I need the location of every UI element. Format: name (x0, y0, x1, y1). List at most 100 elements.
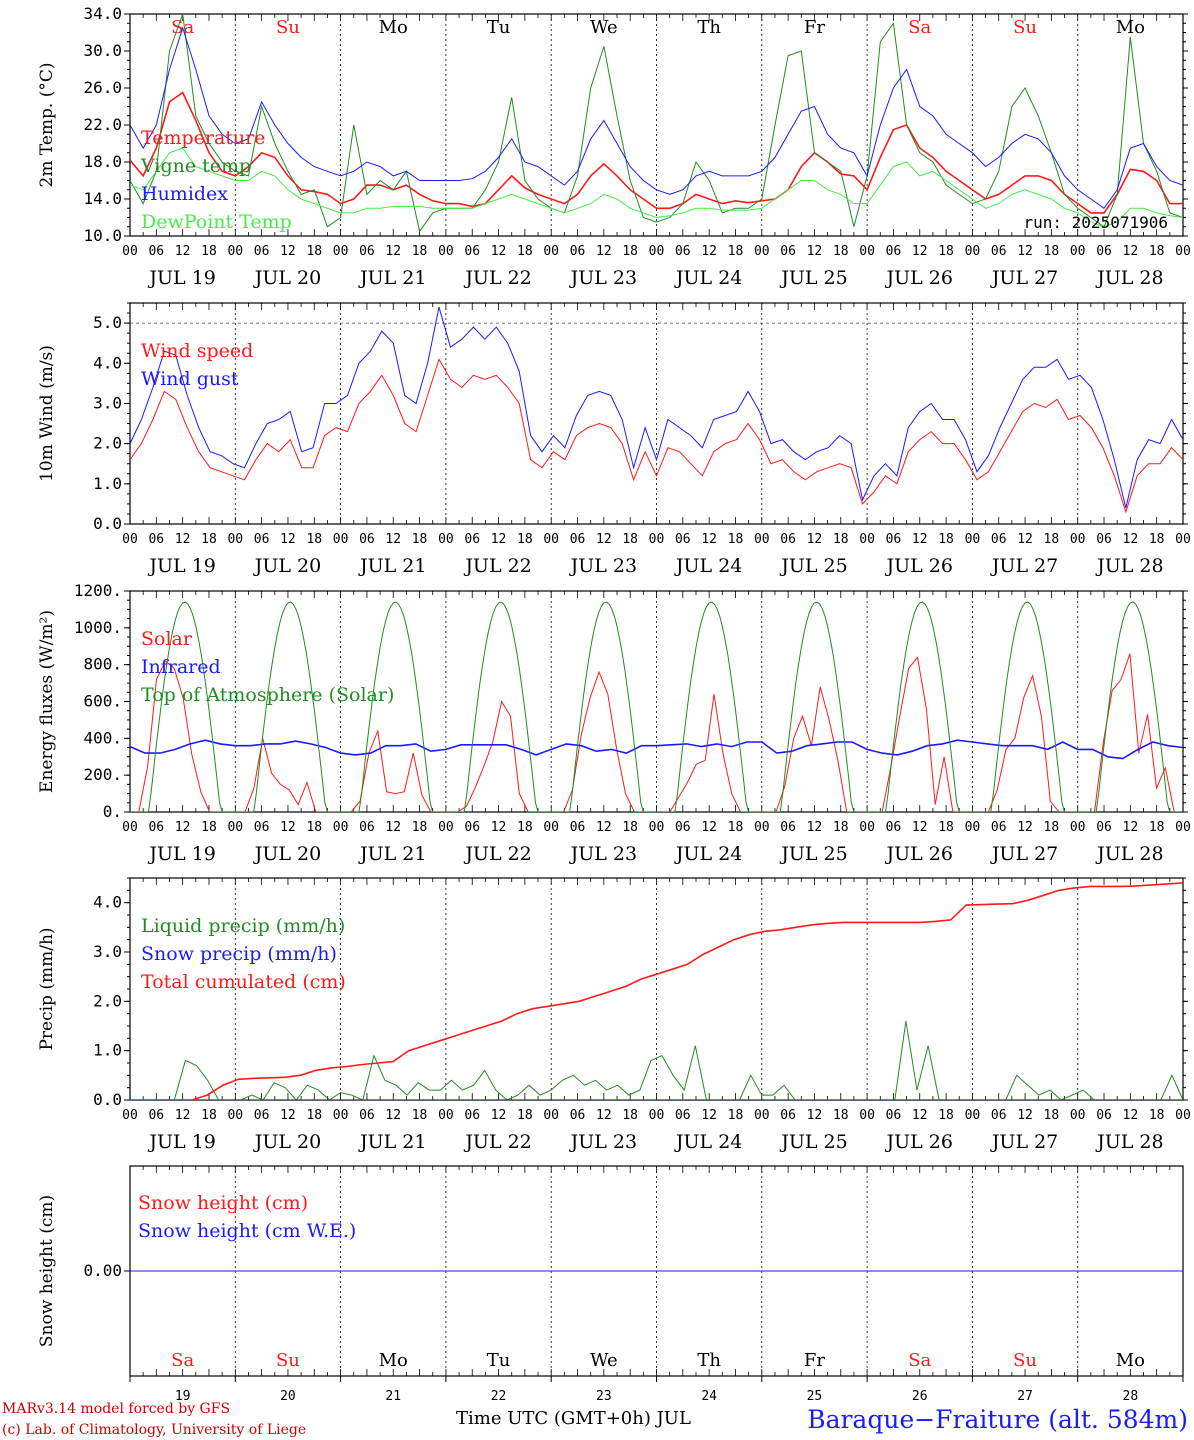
hour-tick-label: 18 (201, 532, 217, 547)
hour-tick-label: 12 (491, 532, 507, 547)
weekday-label: Tu (487, 17, 511, 38)
hour-tick-label: 18 (622, 244, 638, 259)
hour-tick-label: 00 (1175, 1108, 1191, 1123)
series-group (130, 882, 1183, 1100)
hour-tick-label: 00 (965, 1108, 981, 1123)
weekday-label: Mo (379, 1350, 408, 1371)
hour-tick-label: 12 (807, 244, 823, 259)
series-line-0 (130, 1021, 1183, 1100)
hour-tick-label: 12 (701, 1108, 717, 1123)
hour-tick-label: 12 (701, 532, 717, 547)
panel-5: 0.00 Snow height (cm) Sa Su Mo Tu We Th Fr Sa Su Mo… (37, 1165, 1184, 1404)
series-line-0 (130, 358, 1183, 514)
hour-tick-label: 00 (754, 820, 770, 835)
date-label: JUL 22 (463, 555, 531, 577)
panel-4: 4.0 3.0 2.0 1.0 0.0 Precip (mm/h) 00 06 12 18 JUL … (37, 877, 1191, 1153)
date-label: JUL 19 (147, 267, 215, 289)
hour-tick-label: 18 (412, 1108, 428, 1123)
day-number-label: 25 (807, 1389, 823, 1404)
weekday-label: Th (697, 1350, 721, 1371)
weekday-label: Sa (171, 1350, 194, 1371)
credit-line-2: (c) Lab. of Climatology, University of L… (2, 1422, 306, 1438)
hour-tick-label: 00 (1070, 820, 1086, 835)
hour-tick-label: 06 (464, 244, 480, 259)
hour-tick-label: 00 (227, 532, 243, 547)
hour-tick-label: 18 (728, 820, 744, 835)
hour-tick-label: 06 (359, 1108, 375, 1123)
hour-tick-label: 18 (306, 820, 322, 835)
y-tick-label: 0. (103, 802, 122, 821)
y-tick-label: 1000. (74, 618, 122, 637)
date-label: JUL 21 (358, 267, 426, 289)
legend-item: Solar (141, 628, 193, 650)
date-label: JUL 28 (1095, 267, 1163, 289)
hour-tick-label: 06 (148, 244, 164, 259)
hour-tick-label: 00 (859, 1108, 875, 1123)
hour-tick-label: 12 (491, 244, 507, 259)
date-label: JUL 23 (569, 555, 637, 577)
series-line-2 (130, 882, 1183, 1100)
hour-tick-label: 00 (649, 244, 665, 259)
legend-item: Snow precip (mm/h) (141, 943, 337, 965)
weekday-label: We (590, 17, 618, 38)
hour-tick-label: 18 (1044, 532, 1060, 547)
hour-tick-label: 00 (1175, 532, 1191, 547)
weekday-label: Fr (804, 1350, 825, 1371)
hour-tick-label: 00 (859, 244, 875, 259)
hour-tick-label: 12 (1123, 820, 1139, 835)
hour-tick-label: 06 (359, 532, 375, 547)
hour-tick-label: 06 (991, 1108, 1007, 1123)
hour-tick-label: 12 (596, 1108, 612, 1123)
date-label: JUL 22 (463, 267, 531, 289)
y-tick-label: 10.0 (83, 226, 122, 245)
day-number-label: 22 (491, 1389, 507, 1404)
weekday-label: Su (1013, 17, 1037, 38)
hour-tick-label: 18 (622, 820, 638, 835)
hour-tick-label: 00 (438, 244, 454, 259)
hour-tick-label: 18 (833, 820, 849, 835)
hour-tick-label: 12 (1017, 1108, 1033, 1123)
hour-tick-label: 06 (780, 820, 796, 835)
weekday-label: Sa (908, 1350, 931, 1371)
y-tick-label: 30.0 (83, 41, 122, 60)
hour-tick-label: 18 (1149, 1108, 1165, 1123)
date-label: JUL 25 (779, 267, 847, 289)
legend-item: Snow height (cm) (138, 1192, 308, 1214)
y-tick-label: 600. (83, 692, 122, 711)
date-label: JUL 20 (253, 267, 321, 289)
date-label: JUL 20 (253, 555, 321, 577)
date-label: JUL 27 (990, 267, 1058, 289)
hour-tick-label: 12 (1017, 820, 1033, 835)
hour-tick-label: 18 (1149, 244, 1165, 259)
hour-tick-label: 06 (359, 820, 375, 835)
hour-tick-label: 12 (912, 532, 928, 547)
date-label: JUL 21 (358, 555, 426, 577)
day-number-label: 28 (1123, 1389, 1139, 1404)
y-tick-label: 800. (83, 655, 122, 674)
hour-tick-label: 06 (464, 532, 480, 547)
y-axis-label: Precip (mm/h) (37, 927, 57, 1050)
y-axis-label: Snow height (cm) (37, 1195, 57, 1347)
legend-item: Wind gust (141, 368, 239, 390)
weekday-label: Su (276, 17, 300, 38)
day-number-label: 20 (280, 1389, 296, 1404)
hour-tick-label: 00 (438, 820, 454, 835)
hour-tick-label: 18 (1044, 244, 1060, 259)
hour-tick-label: 00 (122, 1108, 138, 1123)
hour-tick-label: 18 (622, 1108, 638, 1123)
hour-tick-label: 00 (754, 244, 770, 259)
hour-tick-label: 00 (649, 532, 665, 547)
hour-tick-label: 12 (596, 244, 612, 259)
date-label: JUL 27 (990, 1131, 1058, 1153)
y-axis-label: 2m Temp. (°C) (37, 62, 57, 187)
hour-tick-label: 06 (675, 820, 691, 835)
hour-tick-label: 06 (991, 820, 1007, 835)
series-line-1 (130, 306, 1183, 509)
credit-line-1: MARv3.14 model forced by GFS (2, 1401, 230, 1417)
weekday-label: Fr (804, 17, 825, 38)
legend-item: Infrared (141, 656, 221, 678)
hour-tick-label: 18 (201, 820, 217, 835)
weekday-label: Su (276, 1350, 300, 1371)
y-tick-label: 1200. (74, 581, 122, 600)
series-line-0 (130, 91, 1183, 214)
